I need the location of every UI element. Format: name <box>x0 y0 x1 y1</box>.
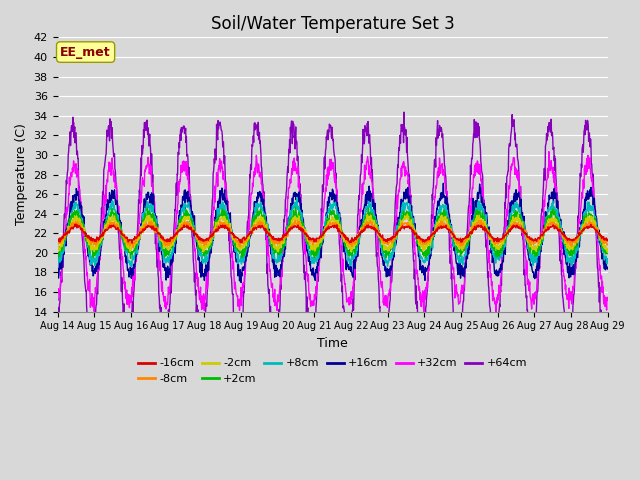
+8cm <box>176 217 184 223</box>
+64cm <box>237 321 245 326</box>
+2cm <box>54 253 61 259</box>
+16cm <box>440 180 447 186</box>
-16cm <box>177 227 184 232</box>
Line: +16cm: +16cm <box>58 183 608 283</box>
+8cm <box>163 255 170 261</box>
+8cm <box>293 194 301 200</box>
+2cm <box>419 249 426 255</box>
Line: -8cm: -8cm <box>58 220 608 248</box>
+8cm <box>54 258 61 264</box>
+2cm <box>292 204 300 210</box>
+32cm <box>418 299 426 305</box>
-8cm <box>54 242 61 248</box>
+64cm <box>419 347 426 352</box>
Y-axis label: Temperature (C): Temperature (C) <box>15 123 28 226</box>
+64cm <box>400 109 408 115</box>
+2cm <box>163 250 171 255</box>
+16cm <box>491 270 499 276</box>
+32cm <box>604 298 612 303</box>
+2cm <box>127 255 134 261</box>
-16cm <box>238 236 246 241</box>
-2cm <box>404 211 412 217</box>
-8cm <box>238 240 246 246</box>
-2cm <box>237 243 245 249</box>
+16cm <box>176 214 184 219</box>
-2cm <box>163 244 170 250</box>
+16cm <box>540 228 547 234</box>
-8cm <box>419 242 426 248</box>
+16cm <box>238 273 246 279</box>
+64cm <box>564 353 572 359</box>
+16cm <box>237 280 245 286</box>
+64cm <box>604 334 612 339</box>
-16cm <box>419 239 426 245</box>
+32cm <box>54 295 61 301</box>
Line: -16cm: -16cm <box>58 224 608 243</box>
-8cm <box>540 232 547 238</box>
-2cm <box>604 246 612 252</box>
-2cm <box>490 241 498 247</box>
Title: Soil/Water Temperature Set 3: Soil/Water Temperature Set 3 <box>211 15 454 33</box>
-8cm <box>129 245 137 251</box>
-16cm <box>54 239 61 244</box>
-2cm <box>604 249 611 255</box>
-2cm <box>176 221 184 227</box>
-2cm <box>54 243 61 249</box>
+2cm <box>238 251 246 256</box>
+32cm <box>492 310 500 315</box>
-2cm <box>419 244 426 250</box>
Line: +64cm: +64cm <box>58 112 608 356</box>
Line: +32cm: +32cm <box>58 152 608 312</box>
-16cm <box>491 236 499 241</box>
Legend: -16cm, -8cm, -2cm, +2cm, +8cm, +16cm, +32cm, +64cm: -16cm, -8cm, -2cm, +2cm, +8cm, +16cm, +3… <box>134 354 532 388</box>
-8cm <box>491 239 499 244</box>
-2cm <box>539 235 547 240</box>
+32cm <box>176 177 184 182</box>
+32cm <box>545 149 553 155</box>
X-axis label: Time: Time <box>317 337 348 350</box>
Text: EE_met: EE_met <box>60 46 111 59</box>
Line: +8cm: +8cm <box>58 197 608 266</box>
+32cm <box>539 224 547 230</box>
-8cm <box>604 242 612 248</box>
+8cm <box>419 256 426 262</box>
-16cm <box>540 231 547 237</box>
+16cm <box>419 265 426 271</box>
+2cm <box>540 234 547 240</box>
+8cm <box>491 251 499 256</box>
+2cm <box>491 243 499 249</box>
+64cm <box>176 132 184 138</box>
-8cm <box>163 238 171 244</box>
-8cm <box>291 217 299 223</box>
+16cm <box>163 265 170 271</box>
-8cm <box>177 227 184 232</box>
+16cm <box>54 273 61 279</box>
+8cm <box>540 234 547 240</box>
-16cm <box>71 221 79 227</box>
+2cm <box>604 251 612 256</box>
-16cm <box>163 236 171 242</box>
+8cm <box>237 261 245 267</box>
+64cm <box>163 331 170 337</box>
+64cm <box>490 323 498 328</box>
+32cm <box>490 296 498 301</box>
-16cm <box>604 238 612 244</box>
+32cm <box>237 303 245 309</box>
+64cm <box>54 330 61 336</box>
Line: +2cm: +2cm <box>58 207 608 258</box>
+64cm <box>539 195 547 201</box>
+2cm <box>177 216 184 222</box>
-16cm <box>128 240 136 246</box>
Line: -2cm: -2cm <box>58 214 608 252</box>
+8cm <box>383 264 391 269</box>
+8cm <box>604 258 612 264</box>
+16cm <box>604 266 612 272</box>
+32cm <box>163 303 170 309</box>
